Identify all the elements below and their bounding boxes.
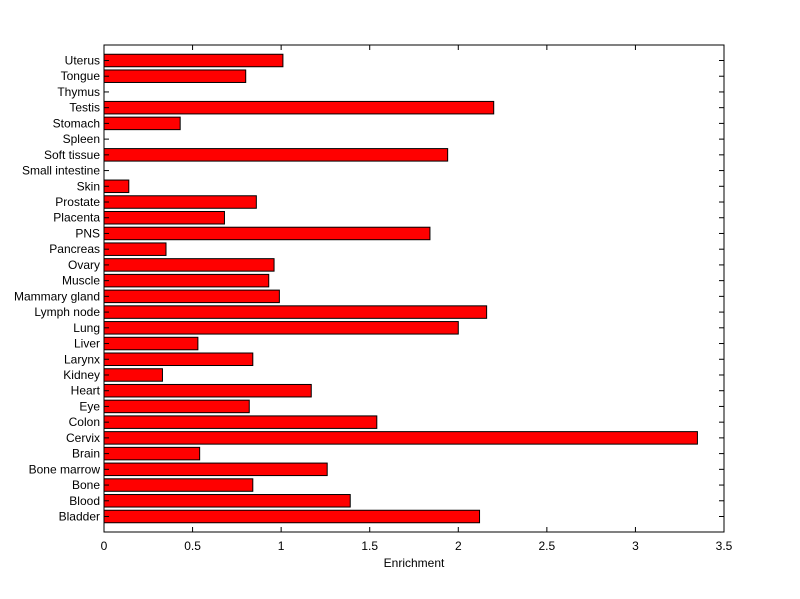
y-tick-label: Mammary gland [14,289,100,303]
bar-uterus [103,53,284,68]
bar-ovary [103,258,275,272]
bar-pancreas [103,242,167,256]
y-tick-label: Bone marrow [29,462,101,476]
x-axis-ticks: 0 0.5 1 1.5 2 2.5 3 3.5 [101,45,733,553]
x-tick-label: 3.5 [716,539,733,553]
y-tick-label: Small intestine [22,164,100,178]
y-tick-label: PNS [75,226,100,240]
bar-mammary-gland [103,289,280,304]
y-tick-label: Testis [69,101,100,115]
y-tick-label: Brain [72,447,100,461]
plot-background [104,45,724,532]
x-axis-title: Enrichment [384,556,445,570]
bar-pns [103,226,431,241]
y-tick-label: Bladder [59,510,100,524]
bar-eye [103,399,250,414]
bar-testis [103,100,495,115]
y-tick-label: Muscle [62,274,100,288]
y-tick-label: Kidney [63,368,100,382]
y-tick-label: Uterus [65,54,100,68]
x-tick-label: 0 [101,539,108,553]
bar-bone [103,478,254,492]
y-tick-label: Stomach [53,116,100,130]
y-tick-label: Larynx [64,352,100,366]
bar-muscle [103,273,270,288]
bar-liver [103,336,199,351]
y-tick-label: Prostate [55,195,100,209]
y-tick-label: Heart [71,384,101,398]
x-tick-label: 1.5 [361,539,378,553]
bar-heart [103,383,312,398]
y-tick-label: Soft tissue [44,148,100,162]
x-tick-label: 1 [278,539,285,553]
y-tick-label: Pancreas [49,242,100,256]
y-tick-label: Lymph node [34,305,100,319]
y-tick-label: Thymus [57,85,100,99]
bar-colon [103,415,378,429]
bar-brain [103,446,201,461]
y-tick-label: Lung [73,321,100,335]
bar-lung [103,321,459,335]
y-tick-label: Ovary [68,258,100,272]
bar-kidney [103,368,163,382]
bar-larynx [103,352,254,367]
y-tick-label: Bone [72,478,100,492]
x-tick-label: 2 [455,539,462,553]
y-tick-label: Blood [69,494,100,508]
bar-tongue [103,69,247,83]
x-tick-label: 3 [632,539,639,553]
y-tick-label: Colon [69,415,100,429]
bar-placenta [103,210,225,225]
bar-bone-marrow [103,462,328,477]
y-tick-label: Spleen [63,132,100,146]
y-tick-label: Placenta [53,211,100,225]
y-tick-label: Cervix [66,431,100,445]
x-tick-label: 2.5 [539,539,556,553]
bar-cervix [103,431,698,445]
bar-lymph-node [103,305,488,319]
y-tick-label: Skin [77,179,100,193]
plot-frame [103,44,725,533]
bar-blood [103,494,351,508]
bar-soft-tissue [103,148,449,162]
y-tick-label: Eye [79,399,100,413]
bar-stomach [103,116,181,131]
bar-prostate [103,195,257,209]
y-tick-label: Liver [74,337,100,351]
bar-bladder [103,509,481,524]
x-tick-label: 0.5 [184,539,201,553]
y-tick-label: Tongue [61,69,101,83]
